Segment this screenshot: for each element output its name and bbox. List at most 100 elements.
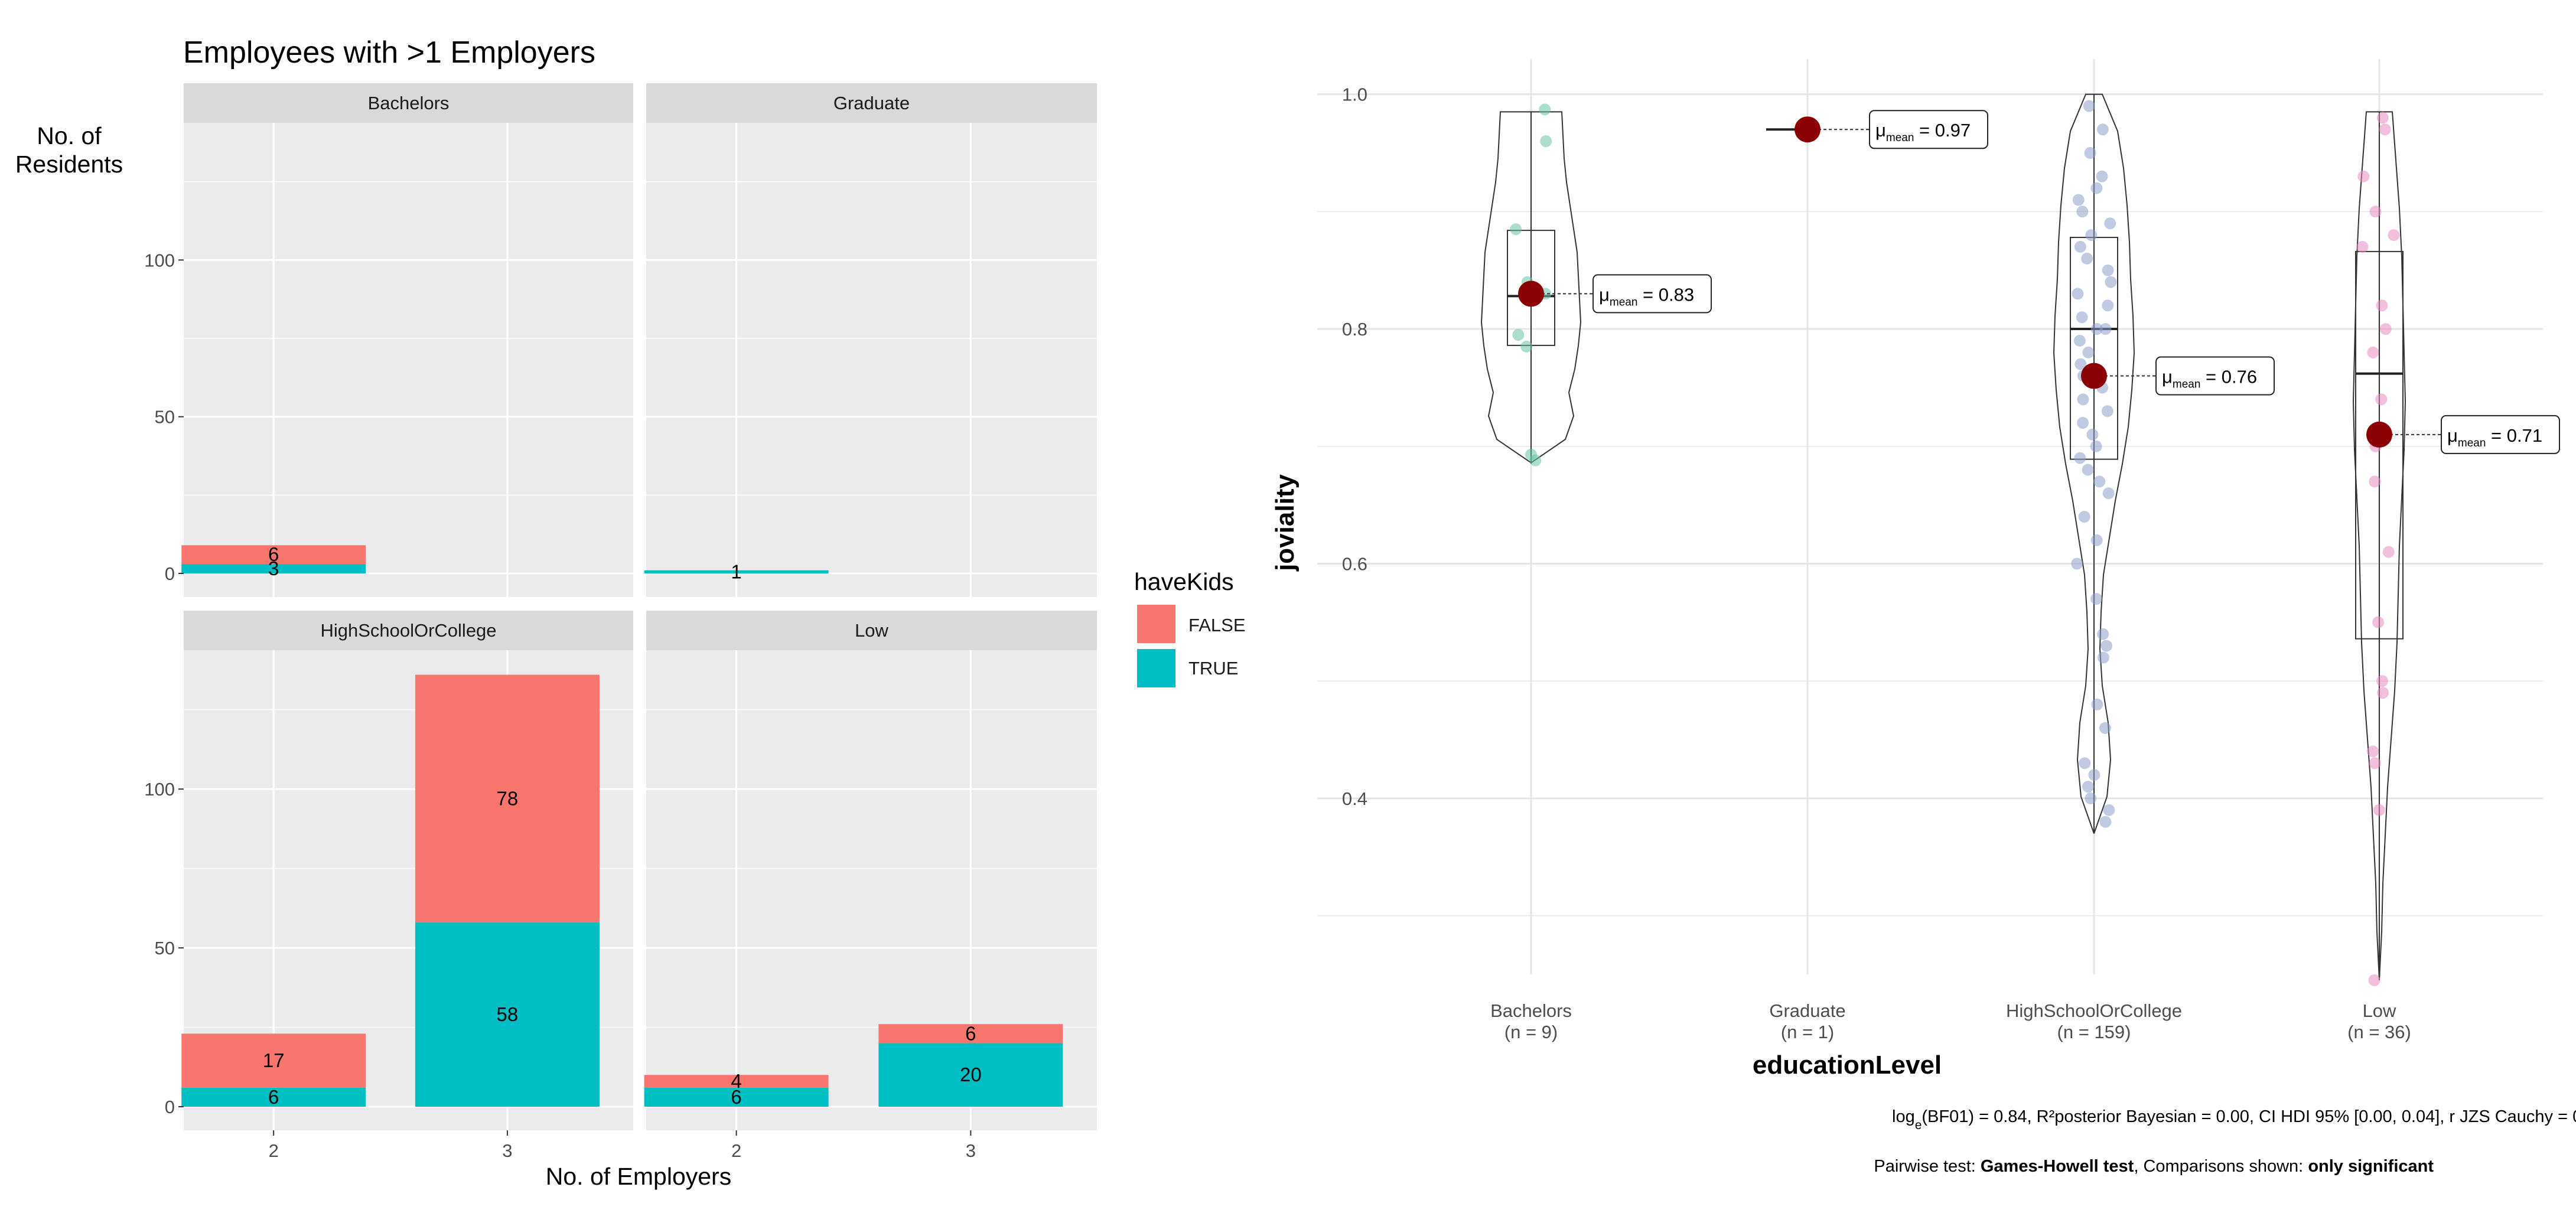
mean-label: μmean = 0.83	[1593, 274, 1712, 314]
facet-strip-label: Graduate	[833, 93, 910, 113]
x-tick-count: (n = 1)	[1781, 1022, 1834, 1042]
data-point	[2096, 123, 2109, 136]
mean-label: μmean = 0.76	[2155, 356, 2275, 396]
panel-background	[646, 123, 1097, 597]
stats-log-prefix: log	[1892, 1107, 1915, 1126]
data-point	[2074, 452, 2086, 464]
data-point	[2369, 475, 2381, 488]
data-point	[1510, 223, 1522, 236]
pairwise-prefix: Pairwise test:	[1874, 1157, 1981, 1176]
comparisons-shown: only significant	[2308, 1157, 2434, 1176]
legend-key-false	[1137, 605, 1175, 643]
data-point	[2091, 698, 2103, 710]
pairwise-test: Games-Howell test	[1981, 1157, 2134, 1176]
data-point	[2356, 240, 2369, 253]
y-tick-label: 0	[165, 1097, 175, 1117]
data-point	[2379, 123, 2391, 136]
bar-label-true: 1	[731, 560, 741, 582]
bar-label-false: 17	[263, 1049, 285, 1071]
group-graduate: μmean = 0.97	[1766, 110, 1988, 149]
data-point	[2368, 974, 2380, 986]
violin-box-chart: μmean = 0.83 μmean = 0.97 μmean = 0.76 μmea…	[1271, 59, 2576, 1176]
legend-key-true	[1137, 649, 1175, 687]
x-tick-label: Graduate	[1769, 1000, 1845, 1021]
mean-label-text: μmean = 0.97	[1875, 120, 1971, 144]
bar-label-true: 6	[731, 1086, 741, 1108]
legend: haveKids FALSE TRUE	[1134, 568, 1246, 687]
x-tick-label: 3	[502, 1140, 512, 1161]
bar-label-false: 4	[731, 1070, 741, 1092]
data-point	[2085, 229, 2098, 242]
data-point	[2084, 147, 2096, 159]
data-point	[2083, 100, 2095, 112]
mean-point	[1795, 116, 1821, 143]
data-point	[1539, 103, 1551, 116]
data-point	[2076, 311, 2088, 324]
bar-label-true: 6	[268, 1086, 279, 1108]
facet-strip	[646, 611, 1097, 650]
data-point	[2082, 346, 2095, 358]
bar-true	[644, 570, 829, 573]
bar-true	[878, 1043, 1063, 1107]
bar-true	[181, 1087, 366, 1107]
bar-true	[415, 922, 600, 1107]
data-point	[2101, 405, 2113, 418]
group-low: μmean = 0.71	[2352, 111, 2560, 986]
data-point	[2090, 534, 2103, 546]
facet-graduate: Graduate 1	[644, 83, 1097, 597]
data-point	[2082, 781, 2094, 793]
data-point	[1520, 340, 1533, 353]
data-point	[2372, 616, 2385, 628]
box	[2355, 250, 2404, 640]
data-point	[2090, 440, 2102, 452]
bar-label-true: 20	[960, 1064, 982, 1085]
legend-label-true: TRUE	[1188, 658, 1238, 679]
data-point	[2072, 288, 2084, 300]
y-tick-label: 0.8	[1342, 319, 1367, 340]
facet-strip	[184, 83, 633, 123]
data-point	[2093, 475, 2106, 488]
bar-true	[644, 1087, 829, 1107]
mean-label-box	[2441, 415, 2560, 454]
data-point	[2379, 323, 2392, 335]
y-axis-title-line-2: Residents	[15, 151, 123, 178]
data-point	[2082, 464, 2094, 476]
data-point	[2071, 557, 2083, 570]
stacked-bar-chart: Employees with >1 Employers No. of Resid…	[15, 35, 1246, 1190]
y-tick-label: 0.6	[1342, 553, 1367, 574]
data-point	[2090, 182, 2103, 194]
facet-strip-label: Bachelors	[368, 93, 450, 113]
mean-label-text: μmean = 0.71	[2447, 425, 2542, 449]
data-point	[2099, 816, 2112, 828]
data-point	[2357, 170, 2370, 182]
data-point	[2074, 240, 2086, 253]
facet-strip-label: Low	[855, 620, 888, 641]
x-tick-label: HighSchoolOrCollege	[2006, 1000, 2182, 1021]
legend-title: haveKids	[1134, 568, 1234, 595]
data-point	[1512, 329, 1525, 341]
violin-outline	[2053, 93, 2135, 834]
data-point	[2373, 804, 2385, 816]
bar-false	[644, 1075, 829, 1088]
data-point	[2369, 206, 2382, 218]
facet-strip	[184, 611, 633, 650]
bar-label-false: 6	[965, 1022, 976, 1044]
data-point	[2079, 757, 2091, 769]
data-point	[2075, 358, 2087, 370]
mean-point	[2366, 421, 2392, 448]
data-point	[1529, 454, 1542, 467]
bar-false	[878, 1024, 1063, 1044]
chart-title: Employees with >1 Employers	[183, 35, 595, 70]
x-tick-label: 2	[731, 1140, 741, 1161]
mean-label-box	[1593, 274, 1712, 314]
data-point	[2382, 546, 2395, 558]
data-point	[2103, 804, 2115, 816]
facet-bachelors: Bachelors 36	[181, 83, 633, 597]
facet-highschoolorcollege: HighSchoolOrCollege 6 17 58 78	[181, 611, 633, 1130]
data-point	[2086, 428, 2099, 441]
mean-point	[1518, 281, 1544, 307]
facet-strip	[646, 83, 1097, 123]
y-tick-label: 0.4	[1342, 788, 1367, 809]
x-tick-count: (n = 159)	[2057, 1022, 2131, 1042]
